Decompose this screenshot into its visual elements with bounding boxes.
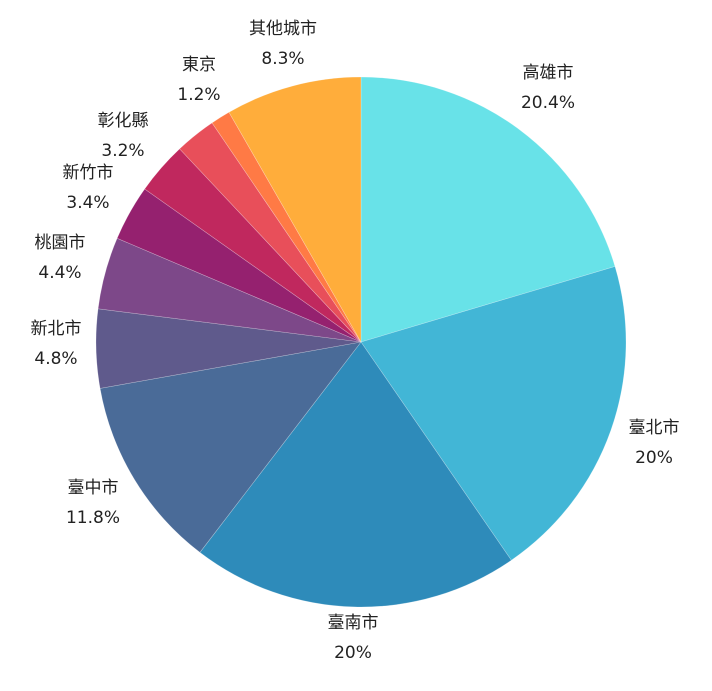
pie-slice[interactable]: [97, 237, 362, 343]
slice-value-label: 20%: [635, 448, 673, 468]
slice-value-label: 1.2%: [177, 85, 220, 105]
slice-value-label: 8.3%: [261, 49, 304, 69]
slice-label: 彰化縣: [98, 111, 149, 131]
slice-label: 東京: [182, 55, 216, 75]
slice-label: 高雄市: [523, 63, 574, 83]
pie-slice[interactable]: [360, 76, 616, 343]
pie-slice[interactable]: [144, 148, 362, 343]
pie-slice[interactable]: [95, 308, 362, 389]
slice-label: 新竹市: [63, 163, 114, 183]
pie-slice[interactable]: [228, 76, 362, 344]
slice-value-label: 4.8%: [34, 349, 77, 369]
slice-label: 臺中市: [68, 478, 119, 498]
slice-value-label: 11.8%: [66, 508, 120, 528]
slice-label: 其他城市: [249, 19, 317, 39]
slice-label: 臺北市: [629, 418, 680, 438]
slice-value-label: 20.4%: [521, 93, 575, 113]
slice-value-label: 4.4%: [38, 263, 81, 283]
pie-slice[interactable]: [199, 341, 512, 608]
slice-value-label: 3.4%: [66, 193, 109, 213]
slice-label: 新北市: [31, 319, 82, 339]
slice-value-label: 20%: [334, 643, 372, 663]
pie-slice[interactable]: [211, 111, 362, 343]
pie-slice[interactable]: [179, 122, 362, 343]
pie-slice[interactable]: [99, 341, 362, 553]
slice-value-label: 3.2%: [101, 141, 144, 161]
slice-label: 桃園市: [35, 233, 86, 253]
slice-label: 臺南市: [328, 613, 379, 633]
pie-slice[interactable]: [360, 266, 627, 561]
pie-slice[interactable]: [116, 188, 362, 343]
